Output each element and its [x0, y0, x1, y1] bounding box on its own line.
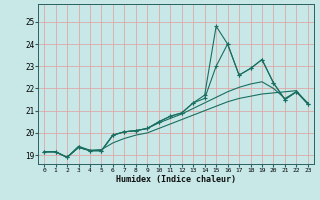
- X-axis label: Humidex (Indice chaleur): Humidex (Indice chaleur): [116, 175, 236, 184]
